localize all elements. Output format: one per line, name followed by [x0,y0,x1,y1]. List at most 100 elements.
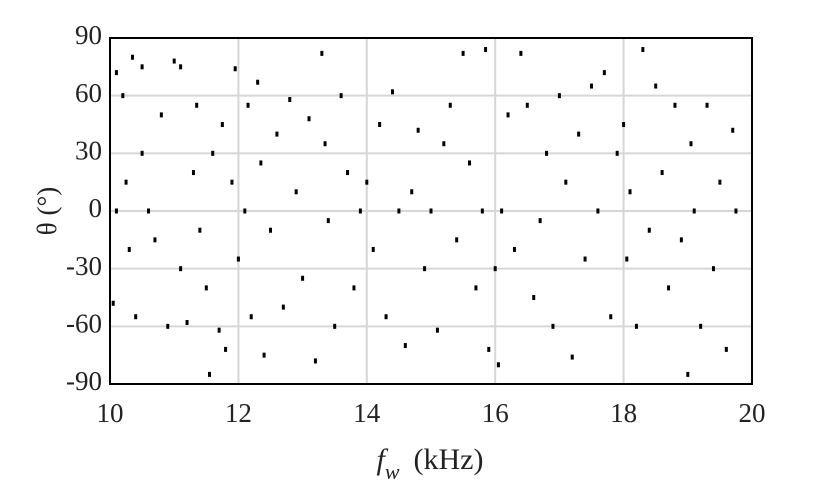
point [493,266,497,272]
point [705,102,709,108]
point [731,127,735,133]
point [532,295,536,300]
point [204,285,208,291]
point [423,266,427,272]
point [371,246,375,252]
y-tick-label: 90 [75,20,102,50]
point [217,327,221,333]
point [140,64,144,70]
point [455,237,459,243]
point [519,50,523,56]
point [699,323,703,329]
point [577,131,581,137]
point [147,208,151,214]
point [320,50,324,56]
point [326,218,330,224]
point [590,83,593,89]
point [294,189,298,195]
point [352,285,356,291]
point [551,323,555,329]
point [159,112,163,118]
point [333,323,337,329]
y-tick-label: -60 [66,309,102,339]
point [711,266,715,272]
point [538,218,542,224]
point [480,208,484,214]
point [256,79,260,85]
point [634,323,638,329]
point [179,266,183,272]
point [468,160,472,166]
point [622,122,626,127]
point [358,208,362,214]
point [506,112,510,118]
point [628,189,632,195]
point [307,116,311,122]
point [718,179,722,185]
point [124,179,128,185]
point [224,346,228,352]
point [384,314,388,320]
plot-frame [109,37,753,385]
point [346,170,350,176]
point [365,179,369,185]
point [403,343,407,349]
point [734,208,738,214]
point [500,208,504,214]
point [114,70,118,76]
point [557,93,561,99]
point [275,131,279,137]
point [301,275,305,281]
point [111,300,115,306]
point [281,304,285,310]
point [673,102,677,108]
point [230,179,234,185]
point [140,150,144,156]
point [487,346,491,352]
point [114,208,118,214]
point [246,102,250,108]
point [596,208,600,214]
x-axis-label: fw (kHz) [377,443,484,484]
y-tick-label: -90 [66,366,102,396]
point [198,227,202,233]
x-tick-label: 16 [482,398,509,428]
point [220,122,224,127]
point [525,102,529,108]
point [570,354,574,360]
point [323,141,327,147]
y-tick-label: 30 [75,136,102,166]
point [484,47,488,53]
point [390,89,394,95]
x-tick-label: 18 [610,398,637,428]
point [583,256,587,262]
point [496,362,500,368]
point [121,93,125,99]
point [660,170,664,176]
point [127,246,131,252]
x-tick-label: 20 [739,398,766,428]
point [378,122,382,127]
y-tick-label: 0 [89,193,103,223]
point [474,285,478,291]
point [269,227,272,233]
x-tick-label: 12 [225,398,252,428]
y-tick-label: 60 [75,78,102,108]
x-label-sub: w [385,459,400,484]
point [679,237,683,243]
point [602,70,606,76]
point [211,150,215,156]
point [288,97,292,103]
point [259,160,263,166]
y-tick-label: -30 [66,251,102,281]
point [686,371,690,377]
x-tick-label: 10 [97,398,124,428]
point [448,102,452,108]
point [461,50,465,56]
point [233,66,237,72]
point [442,141,446,147]
point [647,227,651,233]
point [667,285,671,291]
